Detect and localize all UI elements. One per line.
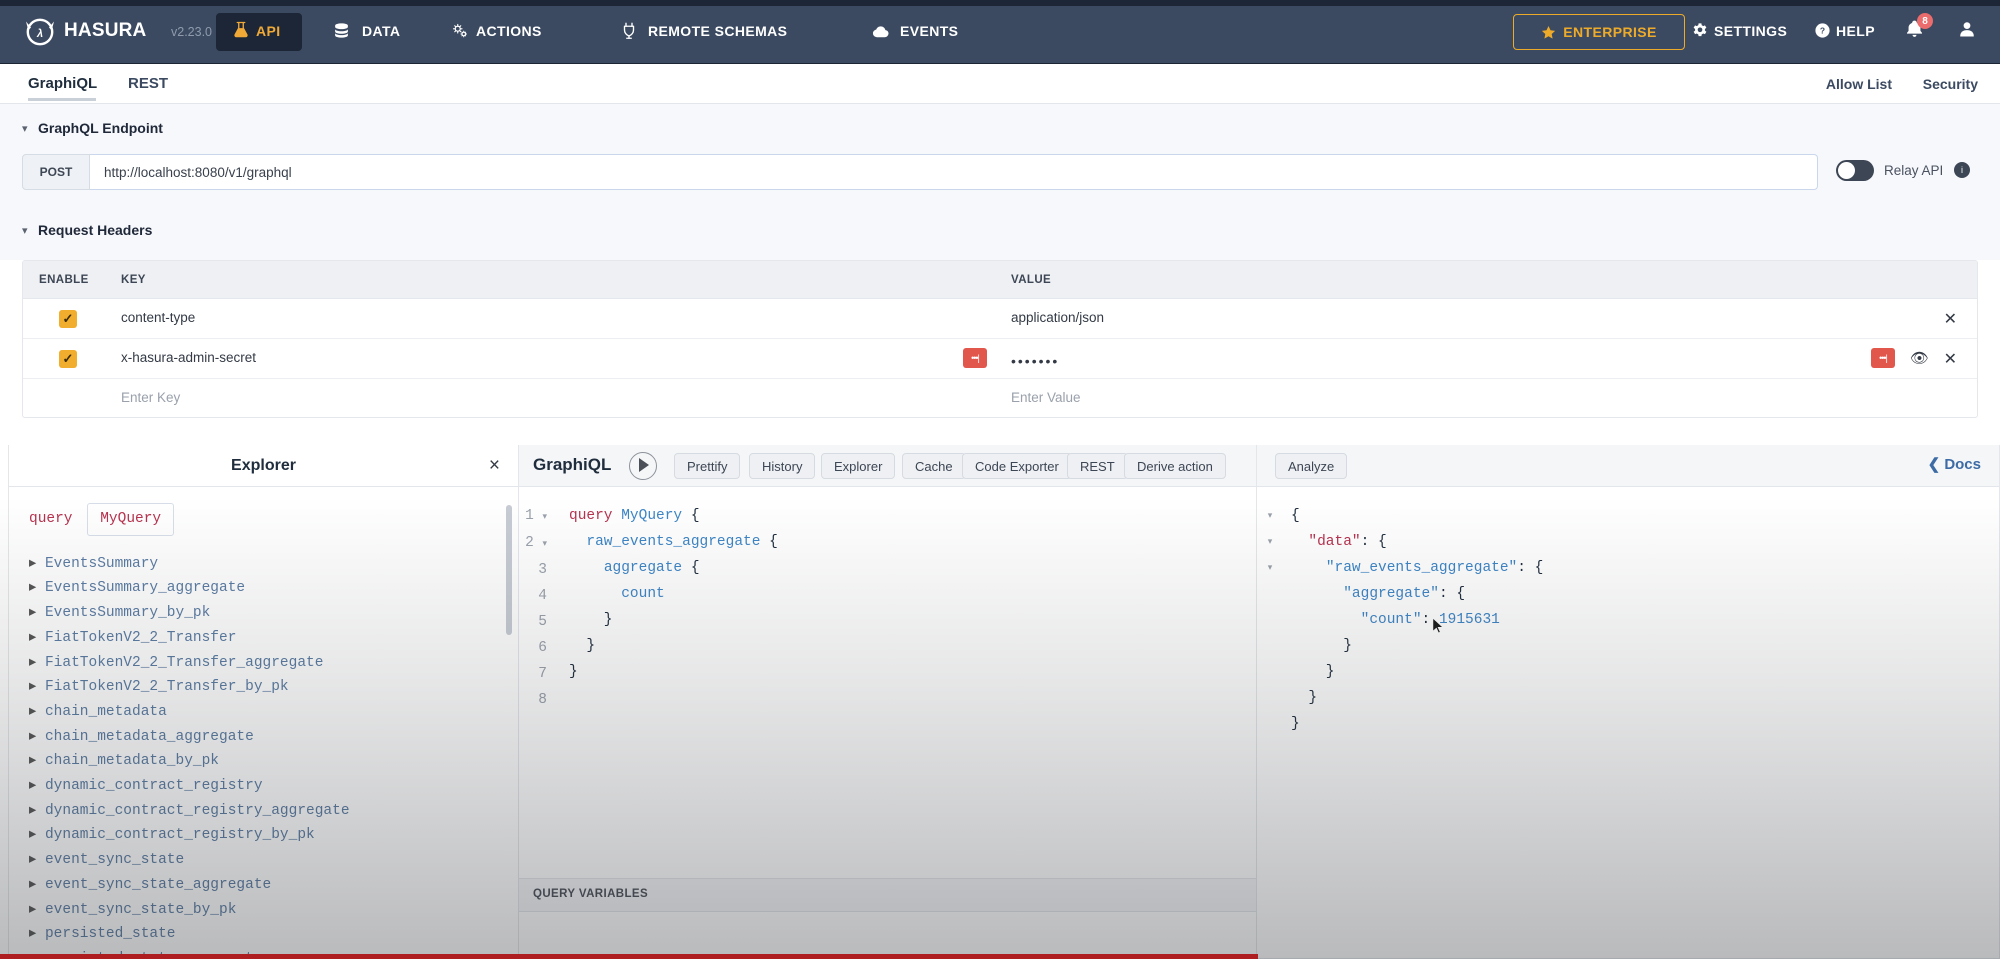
svg-text:λ: λ [36,28,43,40]
svg-text:?: ? [1820,26,1825,36]
